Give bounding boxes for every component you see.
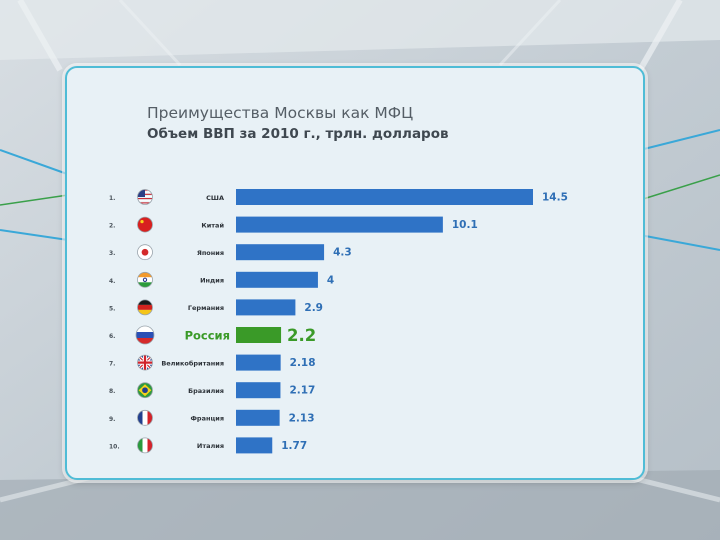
- flag-ring: [137, 299, 153, 316]
- chart-subtitle: Объем ВВП за 2010 г., трлн. долларов: [147, 126, 449, 142]
- flag-ring: [135, 325, 155, 345]
- bar-2: [236, 216, 443, 233]
- country-label: Япония: [197, 249, 224, 257]
- bar-7: [236, 354, 281, 371]
- rank-label: 3.: [109, 250, 115, 257]
- value-label: 2.13: [289, 412, 315, 424]
- country-label: США: [206, 194, 224, 202]
- rank-label: 7.: [109, 361, 115, 368]
- flag-ring: [137, 189, 153, 205]
- country-label: Индия: [200, 277, 224, 285]
- russia-flag-icon: [136, 326, 154, 344]
- value-label: 2.17: [289, 385, 315, 397]
- country-label: Германия: [188, 304, 224, 312]
- country-label: Китай: [201, 221, 224, 229]
- country-label: Франция: [190, 415, 224, 423]
- value-label: 2.18: [290, 357, 316, 369]
- france-flag-icon: [137, 410, 153, 426]
- bar-1: [236, 189, 533, 205]
- italy-flag-icon: [137, 437, 153, 453]
- flag-ring: [137, 354, 153, 371]
- bar-8: [236, 382, 281, 399]
- flag-ring: [137, 216, 153, 233]
- country-label: Россия: [185, 329, 230, 343]
- chart-title: Преимущества Москвы как МФЦ: [147, 104, 414, 122]
- bar-9: [236, 409, 280, 426]
- rank-label: 5.: [109, 305, 115, 312]
- uk-flag-icon: [137, 355, 153, 371]
- rank-label: 10.: [109, 443, 120, 450]
- rank-label: 9.: [109, 416, 115, 423]
- value-label: 4.3: [333, 247, 352, 259]
- flag-ring: [137, 409, 153, 426]
- chart-panel: Преимущества Москвы как МФЦ Объем ВВП за…: [65, 66, 645, 480]
- value-label: 10.1: [452, 219, 478, 231]
- rank-label: 4.: [109, 278, 115, 285]
- flag-ring: [137, 271, 153, 288]
- germany-flag-icon: [137, 299, 153, 315]
- india-flag-icon: [137, 272, 153, 288]
- bar-10: [236, 437, 273, 454]
- rank-label: 1.: [109, 195, 115, 202]
- flag-ring: [137, 382, 153, 399]
- value-label: 14.5: [542, 192, 568, 204]
- bar-3: [236, 244, 325, 261]
- bar-5: [236, 299, 296, 316]
- value-label: 1.77: [281, 440, 307, 452]
- rank-label: 6.: [109, 333, 115, 340]
- country-label: Италия: [197, 442, 224, 450]
- value-label: 4: [327, 274, 334, 286]
- usa-flag-icon: [137, 189, 153, 204]
- japan-flag-icon: [137, 244, 153, 260]
- value-label: 2.2: [287, 326, 316, 345]
- rank-label: 8.: [109, 388, 115, 395]
- bar-4: [236, 271, 318, 288]
- gdp-bar-chart: 1. США 14.5 2. Китай 10.1 3. Япония 4.3 4. Индия 4 5…: [109, 189, 568, 454]
- rank-label: 2.: [109, 223, 115, 230]
- value-label: 2.9: [304, 302, 323, 314]
- country-label: Великобритания: [161, 359, 224, 367]
- flag-ring: [137, 244, 153, 261]
- flag-ring: [137, 437, 153, 454]
- bar-6: [236, 327, 282, 343]
- brazil-flag-icon: [137, 382, 153, 398]
- country-label: Бразилия: [188, 387, 224, 395]
- china-flag-icon: [137, 217, 153, 233]
